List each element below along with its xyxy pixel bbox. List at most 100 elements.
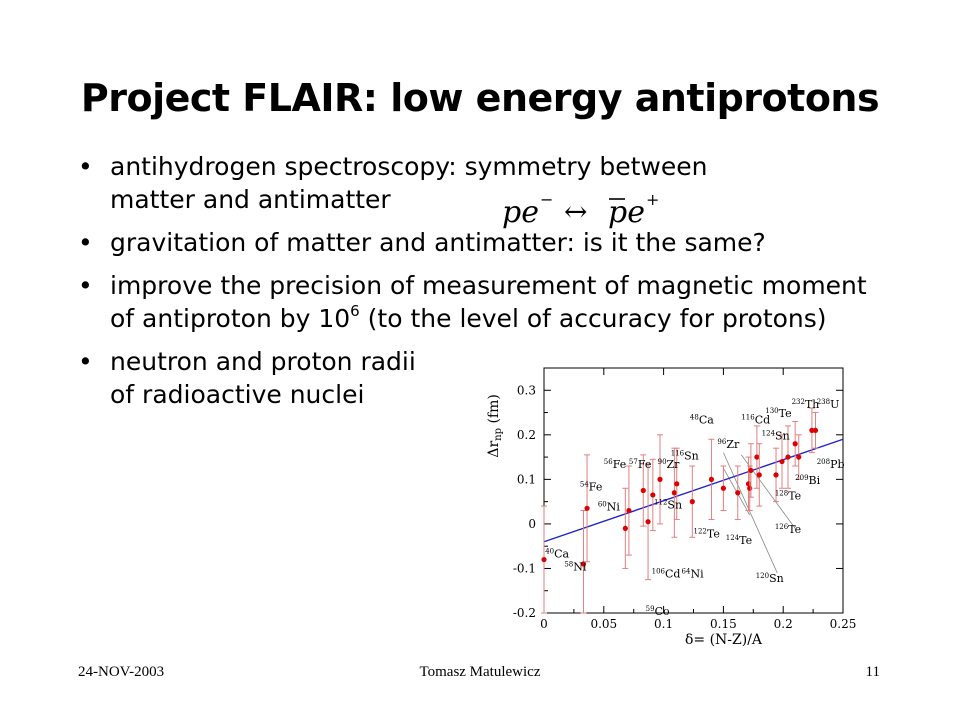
leader-line [741, 454, 796, 529]
nucleus-mass-number: 57 [629, 458, 638, 466]
data-point [756, 472, 762, 478]
nucleus-element: Zr [726, 438, 740, 451]
nucleus-mass-number: 58 [564, 561, 573, 569]
nucleus-mass-number: 40 [545, 547, 554, 555]
y-tick-label: 0.2 [517, 428, 536, 442]
formula-left-sup: − [540, 190, 553, 209]
nucleus-element: Fe [589, 481, 603, 494]
formula-right-sup: + [646, 190, 659, 209]
nucleus-label: 122Te [694, 527, 720, 540]
data-point [671, 490, 677, 496]
data-point [720, 485, 726, 491]
nucleus-label: 112Sn [654, 498, 682, 511]
nucleus-mass-number: 209 [795, 474, 808, 482]
bullet-gravitation-text: gravitation of matter and antimatter: is… [110, 228, 766, 257]
nucleus-element: Zr [667, 458, 681, 471]
nucleus-label: 120Sn [756, 572, 784, 585]
nucleus-label: 232Th [792, 398, 820, 411]
nucleus-label: 64Ni [682, 567, 705, 580]
nucleus-label: 57Fe [629, 458, 651, 471]
data-point [747, 485, 753, 491]
y-axis-label-main: Δr [486, 441, 502, 458]
nucleus-mass-number: 90 [658, 458, 667, 466]
data-point [640, 487, 646, 494]
nucleus-element: Ni [573, 561, 587, 574]
formula-arrow: ↔ [564, 195, 587, 228]
nucleus-element: Cd [755, 414, 770, 427]
nucleus-mass-number: 208 [817, 458, 830, 466]
data-point [792, 441, 798, 447]
nucleus-mass-number: 124 [726, 534, 740, 542]
data-point [580, 561, 587, 567]
data-point [779, 458, 785, 465]
bullet-list: antihydrogen spectroscopy: symmetry betw… [78, 150, 898, 421]
nucleus-mass-number: 238 [817, 398, 830, 406]
data-point [745, 481, 752, 487]
nucleus-mass-number: 130 [765, 407, 778, 415]
y-tick-label: -0.1 [513, 561, 536, 575]
nucleus-label: 96Zr [717, 438, 740, 451]
bullet-gravitation: gravitation of matter and antimatter: is… [78, 226, 898, 259]
nucleus-element: Fe [638, 458, 652, 471]
data-point [541, 556, 547, 563]
nucleus-label: 126Te [775, 523, 801, 536]
nucleus-label: 59Co [646, 605, 670, 618]
formula-right: pe [608, 195, 645, 230]
nucleus-element: Sn [684, 449, 699, 462]
neutron-skin-chart: 0 0.05 0.1 0.15 0.2 0.25 -0.2 -0.1 0 0.1 0.2 0.3 δ= … [486, 367, 856, 648]
data-point [584, 505, 590, 511]
footer-page-number: 11 [865, 664, 880, 680]
y-tick-label: 0 [528, 517, 536, 531]
nucleus-mass-number: 96 [717, 438, 726, 446]
nucleus-mass-number: 64 [682, 567, 691, 575]
data-point [650, 492, 656, 498]
nucleus-label: 209Bi [795, 474, 820, 487]
nucleus-mass-number: 106 [652, 567, 666, 575]
nucleus-element: Sn [775, 429, 790, 442]
fit-line [543, 438, 844, 543]
nucleus-element: Te [707, 527, 720, 540]
nucleus-mass-number: 48 [690, 414, 699, 422]
bullet-antihydrogen-line2: matter and antimatter [110, 185, 391, 214]
data-point [708, 476, 715, 482]
nucleus-label: 60Ni [598, 501, 621, 514]
bullet-magnetic-exponent: 6 [350, 301, 360, 320]
nucleus-element: Te [788, 523, 801, 536]
data-point [735, 490, 741, 496]
nucleus-element: Pb [830, 458, 844, 471]
nucleus-label: 40Ca [545, 547, 569, 560]
nucleus-mass-number: 232 [792, 398, 805, 406]
nucleus-element: Ca [554, 547, 569, 560]
nucleus-mass-number: 116 [741, 414, 755, 422]
bullet-radii: neutron and proton radii of radioactive … [78, 345, 480, 411]
nucleus-element: Sn [667, 498, 682, 511]
bullet-antihydrogen: antihydrogen spectroscopy: symmetry betw… [78, 150, 898, 216]
data-point [812, 427, 819, 433]
nucleus-element: Ni [607, 501, 621, 514]
nucleus-element: Ni [690, 567, 704, 580]
data-point [796, 454, 802, 460]
nucleus-label: 238U [817, 398, 840, 411]
data-point [674, 481, 680, 487]
x-tick-label: 0.05 [590, 617, 617, 631]
nucleus-mass-number: 126 [775, 523, 789, 531]
nucleus-label: 58Ni [564, 561, 587, 574]
symmetry-formula: pe − ↔ pe + [502, 190, 659, 230]
nucleus-label: 116Sn [671, 449, 699, 462]
data-point [626, 507, 632, 514]
x-tick-label: 0.1 [654, 617, 673, 631]
y-axis-label-sub: np [493, 428, 504, 441]
x-tick-label: 0.15 [710, 617, 737, 631]
y-tick-label: 0.1 [517, 472, 536, 486]
nucleus-element: Bi [809, 474, 821, 487]
data-point [657, 476, 663, 482]
nucleus-mass-number: 59 [646, 605, 655, 613]
nucleus-mass-number: 120 [756, 572, 769, 580]
slide-title: Project FLAIR: low energy antiprotons [80, 76, 880, 120]
nucleus-element: Th [805, 398, 819, 411]
nucleus-label: 116Cd [741, 414, 770, 427]
nucleus-element: Te [739, 534, 752, 547]
x-axis-label: δ= (N-Z)/A [685, 632, 763, 648]
nucleus-label: 130Te [765, 407, 791, 420]
bullet-magnetic-pre: improve the precision of measurement of … [110, 271, 867, 333]
